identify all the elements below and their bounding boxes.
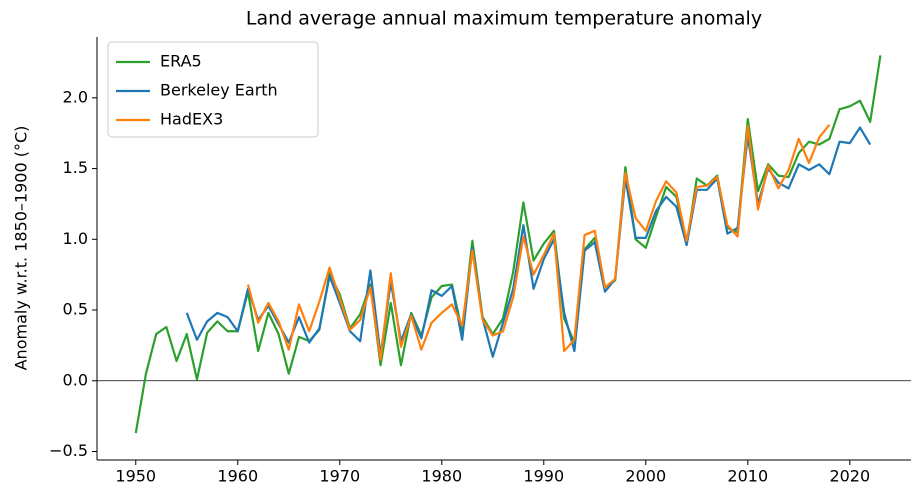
y-tick-label: 2.0 bbox=[63, 87, 88, 106]
x-tick-label: 1980 bbox=[421, 467, 462, 485]
y-tick-label: 0.0 bbox=[63, 370, 88, 389]
data-line bbox=[134, 55, 882, 434]
x-tick-label: 1960 bbox=[217, 467, 258, 485]
y-tick-label: 1.5 bbox=[63, 158, 88, 177]
data-line bbox=[246, 124, 831, 361]
x-tick-label: 1950 bbox=[115, 467, 156, 485]
data-line bbox=[185, 126, 872, 358]
y-tick-label: 1.0 bbox=[63, 229, 88, 248]
chart-title: Land average annual maximum temperature … bbox=[246, 8, 762, 30]
legend-label: ERA5 bbox=[160, 52, 202, 71]
x-tick-label: 2000 bbox=[625, 467, 666, 485]
x-tick-label: 1970 bbox=[319, 467, 360, 485]
legend-box bbox=[107, 41, 319, 138]
x-tick-label: 2020 bbox=[829, 467, 870, 485]
y-tick-label: −0.5 bbox=[49, 441, 88, 460]
y-axis-label: Anomaly w.r.t. 1850–1900 (°C) bbox=[12, 126, 31, 371]
legend-label: Berkeley Earth bbox=[160, 81, 278, 100]
x-tick-label: 1990 bbox=[523, 467, 564, 485]
y-tick-label: 0.5 bbox=[63, 300, 88, 319]
x-tick-label: 2010 bbox=[727, 467, 768, 485]
legend-label: HadEX3 bbox=[160, 110, 223, 129]
